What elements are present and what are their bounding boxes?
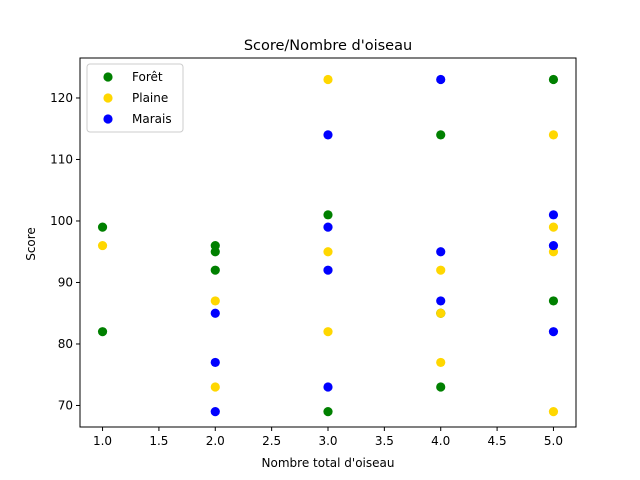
data-point [436, 247, 446, 257]
chart-title: Score/Nombre d'oiseau [244, 38, 412, 54]
data-point [210, 265, 220, 275]
data-point [436, 265, 446, 275]
y-tick-label: 110 [50, 152, 73, 166]
legend-label: Marais [132, 112, 172, 126]
data-point [436, 308, 446, 318]
data-point [323, 247, 333, 257]
x-tick-label: 4.5 [488, 434, 507, 448]
legend: Forêt Plaine Marais [86, 63, 184, 133]
series-3 [210, 74, 559, 417]
data-point [548, 327, 559, 337]
data-point [436, 357, 446, 368]
data-point [548, 296, 559, 306]
data-point [97, 240, 108, 251]
data-point [210, 382, 220, 392]
y-tick-label: 90 [58, 275, 73, 289]
x-tick-label: 2.5 [262, 434, 281, 448]
data-point [548, 210, 559, 220]
x-axis-label: Nombre total d'oiseau [262, 456, 395, 470]
legend-label: Forêt [132, 70, 163, 84]
data-point [548, 407, 559, 417]
plot-area [97, 74, 559, 417]
data-point [210, 308, 220, 318]
data-point [323, 210, 333, 220]
data-point [323, 130, 333, 140]
data-point [323, 74, 333, 85]
data-point [548, 240, 559, 251]
x-tick-label: 3.5 [375, 434, 394, 448]
x-tick-label: 5.0 [544, 434, 563, 448]
data-point [210, 296, 220, 306]
y-tick-label: 100 [50, 214, 73, 228]
data-point [323, 265, 333, 275]
axes: 1.0 1.5 2.0 2.5 3.0 3.5 4.0 4.5 5.0 70 80 90 100 110 1… [50, 57, 577, 448]
data-point [323, 222, 333, 232]
data-point [97, 327, 108, 337]
data-point [210, 407, 220, 417]
data-point [323, 327, 333, 337]
x-tick-label: 1.5 [149, 434, 168, 448]
data-point [323, 407, 333, 417]
legend-box [86, 63, 184, 133]
x-tick-label: 4.0 [431, 434, 450, 448]
data-point [210, 247, 220, 257]
data-point [210, 357, 220, 368]
data-point [436, 296, 446, 306]
data-point [436, 74, 446, 85]
y-tick-label: 70 [58, 398, 73, 412]
y-axis-label: Score [24, 227, 38, 261]
data-point [97, 222, 108, 232]
data-point [548, 74, 559, 85]
y-tick-label: 120 [50, 91, 73, 105]
x-tick-label: 2.0 [206, 434, 225, 448]
y-tick-label: 80 [58, 337, 73, 351]
x-tick-label: 1.0 [93, 434, 112, 448]
data-point [548, 130, 559, 140]
legend-marker [103, 72, 113, 82]
data-point [323, 382, 333, 392]
legend-marker [103, 114, 113, 124]
x-tick-label: 3.0 [318, 434, 337, 448]
data-point [548, 222, 559, 232]
data-point [436, 130, 446, 140]
legend-label: Plaine [132, 91, 168, 105]
data-point [436, 382, 446, 392]
legend-marker [103, 93, 113, 103]
